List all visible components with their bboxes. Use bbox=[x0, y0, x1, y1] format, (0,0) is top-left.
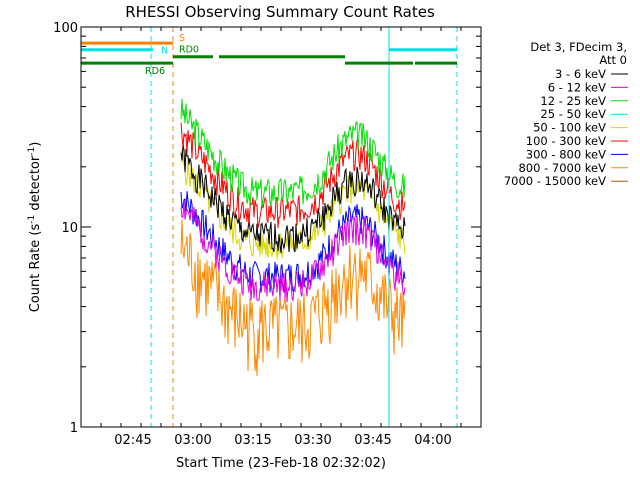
flag-rd6: RD6 bbox=[81, 61, 457, 77]
x-tick-label: 02:45 bbox=[114, 433, 151, 448]
y-tick-labels: 100 10 1 bbox=[53, 21, 78, 436]
flag-rd0: RD0 bbox=[173, 45, 345, 59]
flag-label: S bbox=[179, 33, 185, 44]
legend-entry: 800 - 7000 keV bbox=[518, 161, 628, 175]
legend-entry-label: 300 - 800 keV bbox=[526, 147, 606, 161]
y-tick-label: 10 bbox=[61, 221, 78, 236]
legend-entry: 100 - 300 keV bbox=[526, 134, 628, 148]
y-axis-label-sup2: -1 bbox=[27, 147, 37, 156]
y-axis-label-close: ) bbox=[28, 142, 43, 147]
series-6-12-kev bbox=[180, 200, 406, 303]
series-line bbox=[180, 219, 406, 376]
plot-area: SN RD0 RD6 bbox=[80, 27, 458, 427]
legend-entry-label: 3 - 6 keV bbox=[555, 67, 606, 81]
legend-entry-label: 25 - 50 keV bbox=[540, 107, 606, 121]
series-layer bbox=[180, 98, 406, 376]
y-axis-label: Count Rate (s-1 detector-1) bbox=[27, 142, 43, 313]
series-line bbox=[180, 143, 406, 254]
y-axis-label-main: Count Rate (s bbox=[28, 224, 43, 313]
series-300-800-kev bbox=[180, 191, 406, 293]
legend-entry: 12 - 25 keV bbox=[540, 94, 628, 108]
legend-entry-label: 6 - 12 keV bbox=[548, 80, 606, 94]
legend-entry: 3 - 6 keV bbox=[555, 67, 628, 81]
flag-bars: SN RD0 RD6 bbox=[81, 33, 457, 77]
series-line bbox=[180, 191, 406, 293]
y-tick-label: 1 bbox=[70, 421, 78, 436]
legend-entry-label: 12 - 25 keV bbox=[540, 94, 606, 108]
y-axis-label-sup: -1 bbox=[27, 215, 37, 224]
series-12-25-kev bbox=[180, 98, 406, 207]
legend-entry: 300 - 800 keV bbox=[526, 147, 628, 161]
flag-label: N bbox=[161, 46, 168, 57]
chart-title: RHESSI Observing Summary Count Rates bbox=[125, 3, 435, 21]
flag-label: RD0 bbox=[179, 45, 199, 56]
series-line bbox=[180, 98, 406, 207]
y-tick-label: 100 bbox=[53, 21, 78, 36]
x-axis-label: Start Time (23-Feb-18 02:32:02) bbox=[176, 456, 386, 471]
legend-entry-label: 800 - 7000 keV bbox=[518, 161, 606, 175]
series-line bbox=[180, 200, 406, 303]
series-line bbox=[180, 122, 406, 229]
legend-entry-label: 100 - 300 keV bbox=[526, 134, 606, 148]
flag-label: RD6 bbox=[145, 66, 165, 77]
x-tick-label: 03:30 bbox=[294, 433, 331, 448]
legend-entry: 7000 - 15000 keV bbox=[504, 174, 628, 188]
x-tick-label: 03:45 bbox=[354, 433, 391, 448]
legend-entry-label: 50 - 100 keV bbox=[533, 121, 606, 135]
flag-s: S bbox=[81, 33, 185, 45]
x-tick-labels: 02:45 03:00 03:15 03:30 03:45 04:00 bbox=[114, 433, 451, 448]
legend-entry: 6 - 12 keV bbox=[548, 80, 628, 94]
series-800-7000-kev bbox=[180, 219, 406, 376]
y-axis-label-rest: detector bbox=[28, 155, 43, 215]
legend-entry: 25 - 50 keV bbox=[540, 107, 628, 121]
axis-ticks bbox=[80, 26, 482, 428]
x-tick-label: 03:00 bbox=[174, 433, 211, 448]
series-100-300-kev bbox=[180, 122, 406, 229]
series-3-6-kev bbox=[180, 143, 406, 254]
flag-n: N bbox=[81, 46, 457, 57]
legend-entry-label: 7000 - 15000 keV bbox=[504, 174, 606, 188]
legend-header-line-1: Det 3, FDecim 3, bbox=[530, 40, 627, 54]
plot-frame bbox=[80, 26, 482, 428]
x-tick-label: 03:15 bbox=[234, 433, 271, 448]
legend-entry: 50 - 100 keV bbox=[533, 121, 628, 135]
legend-header-line-2: Att 0 bbox=[599, 53, 627, 67]
x-tick-label: 04:00 bbox=[414, 433, 451, 448]
